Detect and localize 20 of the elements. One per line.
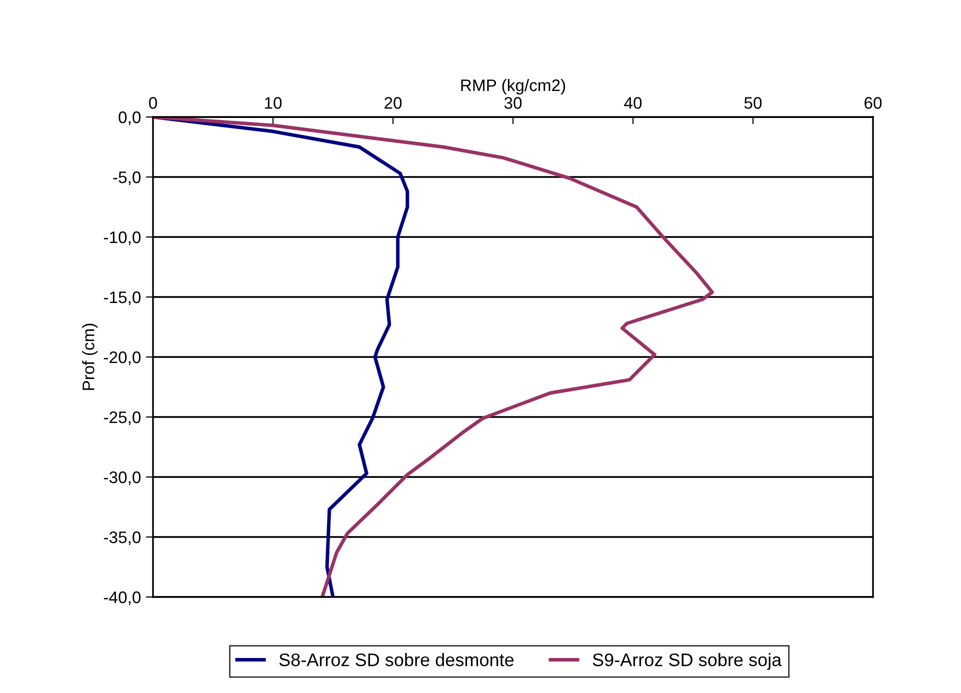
legend-label: S9-Arroz SD sobre soja [592, 652, 782, 670]
x-tick-label: 30 [504, 97, 522, 109]
legend-label: S8-Arroz SD sobre desmonte [279, 652, 514, 666]
y-tick-label: -10,0 [104, 231, 141, 246]
y-tick-label: -15,0 [104, 291, 141, 306]
y-tick-label: -30,0 [104, 471, 141, 486]
x-tick-label: 50 [744, 97, 762, 109]
x-tick-label: 0 [149, 97, 157, 109]
x-tick-label: 20 [384, 97, 402, 109]
y-tick-label: -35,0 [104, 531, 141, 546]
y-tick-label: 0,0 [118, 111, 141, 126]
y-axis-title: Prof (cm) [82, 324, 98, 390]
x-tick-label: 40 [624, 97, 642, 109]
y-tick-label: -25,0 [104, 411, 141, 426]
x-axis-title: RMP (kg/cm2) [461, 78, 566, 95]
y-tick-label: -20,0 [104, 351, 141, 366]
x-tick-label: 10 [265, 97, 282, 109]
y-tick-label: -40,0 [104, 591, 141, 606]
x-tick-label: 60 [864, 97, 882, 109]
y-tick-label: -5,0 [113, 171, 141, 186]
